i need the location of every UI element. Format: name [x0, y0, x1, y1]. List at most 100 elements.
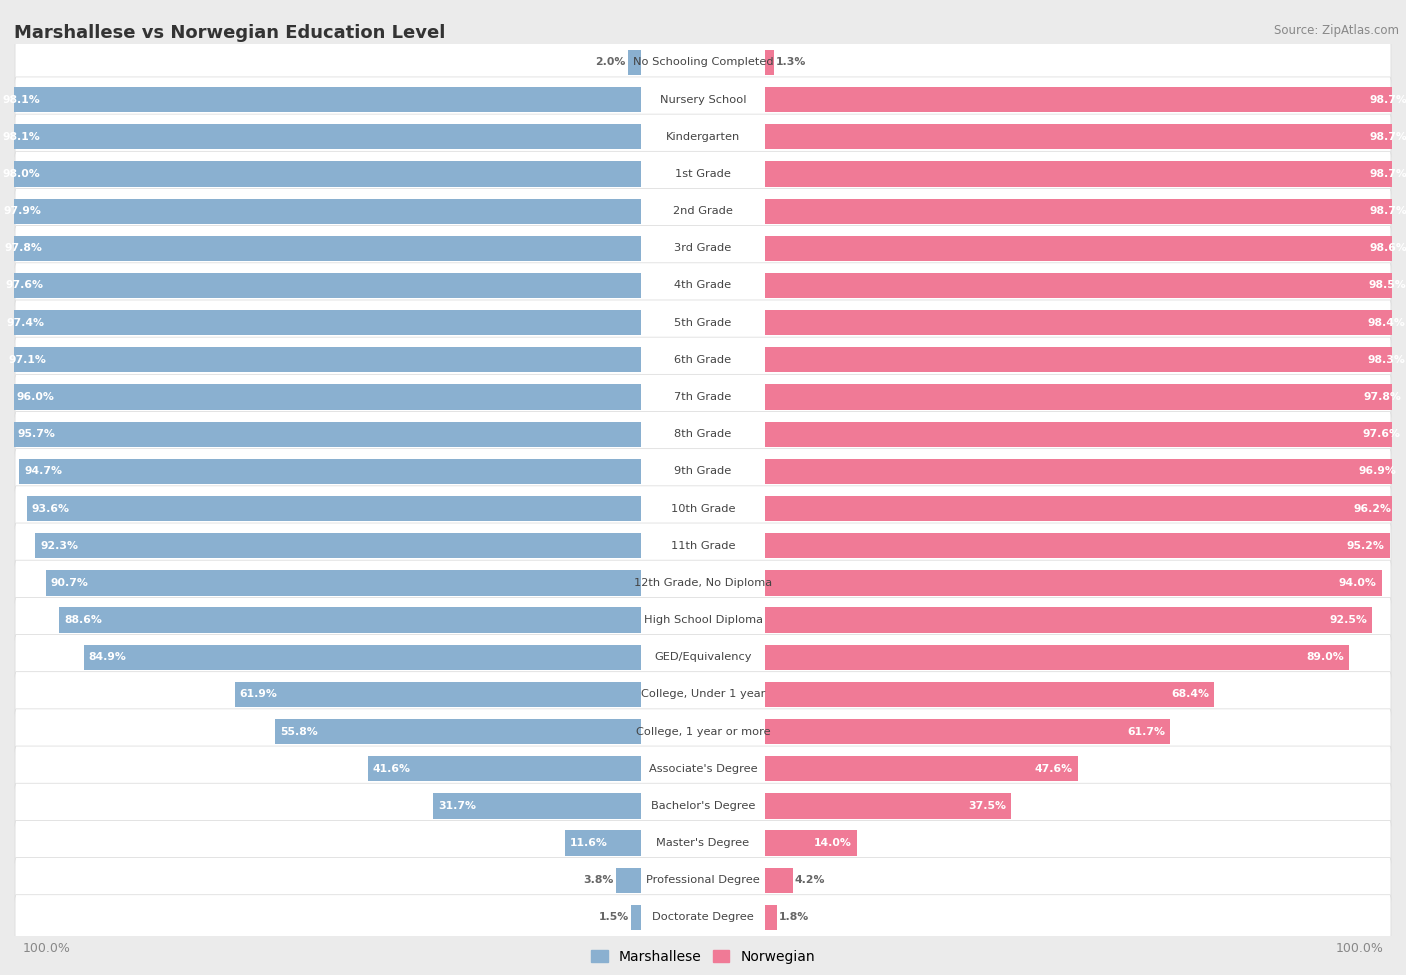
Text: 37.5%: 37.5%	[969, 800, 1007, 811]
Text: 4.2%: 4.2%	[794, 876, 825, 885]
Text: 92.3%: 92.3%	[41, 541, 79, 551]
Text: 98.6%: 98.6%	[1369, 244, 1406, 254]
FancyBboxPatch shape	[15, 523, 1391, 568]
Text: 98.7%: 98.7%	[1369, 169, 1406, 179]
Text: 96.2%: 96.2%	[1354, 503, 1392, 514]
Text: Nursery School: Nursery School	[659, 95, 747, 104]
FancyBboxPatch shape	[15, 188, 1391, 234]
Text: No Schooling Completed: No Schooling Completed	[633, 58, 773, 67]
Text: 10th Grade: 10th Grade	[671, 503, 735, 514]
Text: 12th Grade, No Diploma: 12th Grade, No Diploma	[634, 578, 772, 588]
Bar	[765, 310, 1406, 335]
Text: 55.8%: 55.8%	[280, 726, 318, 736]
Bar	[765, 161, 1406, 186]
Text: 96.0%: 96.0%	[15, 392, 53, 402]
Text: 98.7%: 98.7%	[1369, 132, 1406, 141]
Bar	[27, 496, 641, 522]
Bar	[765, 236, 1406, 261]
Bar	[627, 50, 641, 75]
Text: Source: ZipAtlas.com: Source: ZipAtlas.com	[1274, 24, 1399, 37]
Bar	[368, 756, 641, 781]
FancyBboxPatch shape	[15, 300, 1391, 345]
Text: 11.6%: 11.6%	[569, 838, 607, 848]
Text: 68.4%: 68.4%	[1171, 689, 1209, 699]
Text: 93.6%: 93.6%	[32, 503, 70, 514]
Text: 98.5%: 98.5%	[1368, 281, 1406, 291]
FancyBboxPatch shape	[15, 783, 1391, 829]
Text: Kindergarten: Kindergarten	[666, 132, 740, 141]
Bar	[0, 161, 641, 186]
Bar	[765, 719, 1170, 744]
Text: 98.7%: 98.7%	[1369, 206, 1406, 216]
Bar	[433, 794, 641, 819]
Bar	[765, 682, 1215, 707]
Text: 95.2%: 95.2%	[1347, 541, 1385, 551]
Bar	[765, 644, 1350, 670]
Bar	[765, 199, 1406, 224]
Text: College, 1 year or more: College, 1 year or more	[636, 726, 770, 736]
Text: 94.0%: 94.0%	[1339, 578, 1376, 588]
Text: 1.3%: 1.3%	[776, 58, 806, 67]
Bar	[765, 421, 1406, 447]
Text: 8th Grade: 8th Grade	[675, 429, 731, 439]
Text: Master's Degree: Master's Degree	[657, 838, 749, 848]
FancyBboxPatch shape	[15, 374, 1391, 419]
Text: 61.9%: 61.9%	[240, 689, 277, 699]
Text: 47.6%: 47.6%	[1035, 763, 1073, 774]
Bar	[765, 533, 1391, 559]
Bar	[20, 458, 641, 484]
Text: 31.7%: 31.7%	[437, 800, 475, 811]
Bar	[0, 273, 641, 298]
Bar	[765, 756, 1077, 781]
Bar	[765, 905, 778, 930]
Bar	[765, 458, 1402, 484]
Text: 94.7%: 94.7%	[24, 466, 62, 477]
Text: 97.8%: 97.8%	[1364, 392, 1402, 402]
Text: 98.7%: 98.7%	[1369, 95, 1406, 104]
Text: 4th Grade: 4th Grade	[675, 281, 731, 291]
Text: Marshallese vs Norwegian Education Level: Marshallese vs Norwegian Education Level	[14, 24, 446, 42]
Bar	[765, 124, 1406, 149]
FancyBboxPatch shape	[15, 858, 1391, 903]
Text: 6th Grade: 6th Grade	[675, 355, 731, 365]
Text: 92.5%: 92.5%	[1329, 615, 1367, 625]
FancyBboxPatch shape	[15, 709, 1391, 755]
Text: 98.0%: 98.0%	[3, 169, 41, 179]
FancyBboxPatch shape	[15, 225, 1391, 271]
Text: High School Diploma: High School Diploma	[644, 615, 762, 625]
FancyBboxPatch shape	[15, 77, 1391, 122]
Text: 98.1%: 98.1%	[3, 132, 39, 141]
Text: Doctorate Degree: Doctorate Degree	[652, 913, 754, 922]
Text: 1st Grade: 1st Grade	[675, 169, 731, 179]
Text: 90.7%: 90.7%	[51, 578, 89, 588]
Text: 1.8%: 1.8%	[779, 913, 810, 922]
Bar	[765, 794, 1011, 819]
Bar	[274, 719, 641, 744]
FancyBboxPatch shape	[15, 40, 1391, 85]
FancyBboxPatch shape	[15, 895, 1391, 940]
FancyBboxPatch shape	[15, 598, 1391, 643]
Text: 61.7%: 61.7%	[1128, 726, 1166, 736]
Text: 7th Grade: 7th Grade	[675, 392, 731, 402]
FancyBboxPatch shape	[15, 746, 1391, 792]
Bar	[765, 50, 773, 75]
Text: 97.9%: 97.9%	[4, 206, 41, 216]
Bar	[765, 347, 1406, 372]
Text: 97.4%: 97.4%	[7, 318, 45, 328]
FancyBboxPatch shape	[15, 151, 1391, 197]
Bar	[0, 87, 641, 112]
Text: 98.1%: 98.1%	[3, 95, 39, 104]
Text: 5th Grade: 5th Grade	[675, 318, 731, 328]
Bar	[59, 607, 641, 633]
Text: Professional Degree: Professional Degree	[647, 876, 759, 885]
Bar	[616, 868, 641, 893]
Text: 14.0%: 14.0%	[814, 838, 852, 848]
Bar	[235, 682, 641, 707]
Bar	[765, 273, 1406, 298]
Bar	[765, 384, 1406, 410]
Text: 96.9%: 96.9%	[1358, 466, 1396, 477]
Text: 98.3%: 98.3%	[1367, 355, 1405, 365]
Bar	[0, 236, 641, 261]
Text: 97.6%: 97.6%	[6, 281, 44, 291]
Text: 97.8%: 97.8%	[4, 244, 42, 254]
